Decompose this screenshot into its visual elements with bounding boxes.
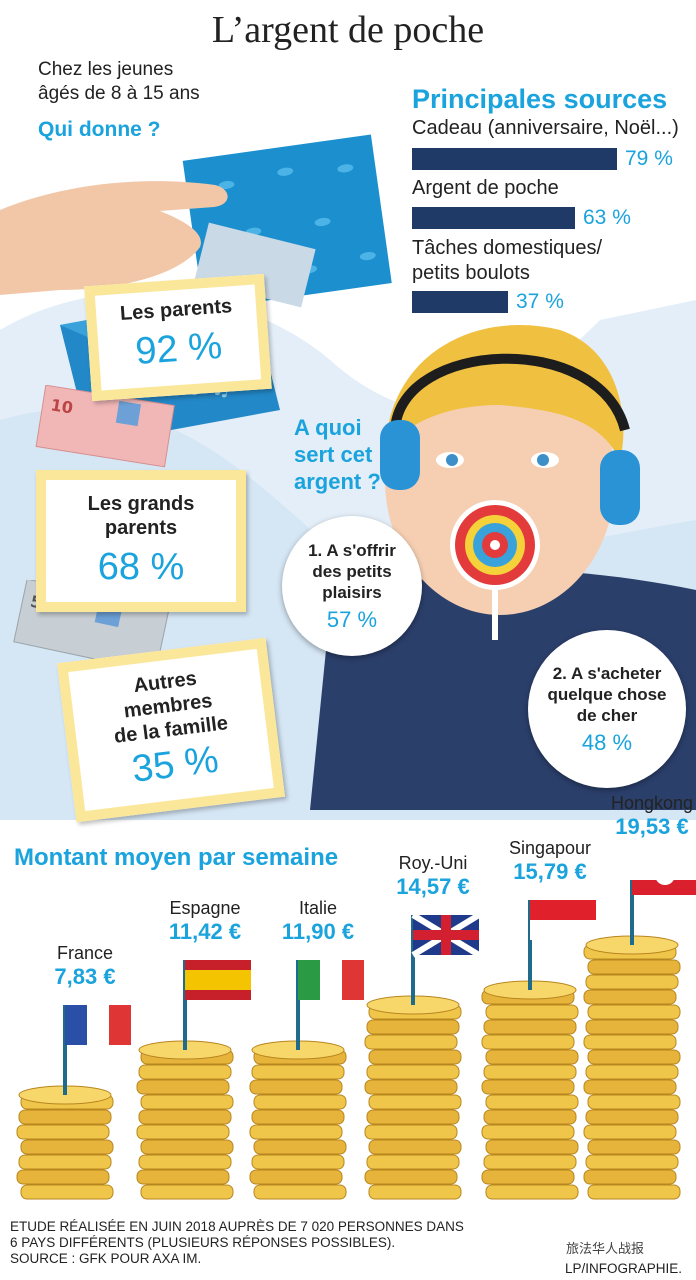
source-label-line: petits boulots: [412, 262, 530, 284]
usage-label: des petits: [312, 561, 392, 581]
usage-question-line: A quoi: [294, 415, 362, 440]
intro-text: Chez les jeunes âgés de 8 à 15 ans: [38, 58, 200, 106]
country-value: 7,83 €: [54, 964, 116, 989]
usage-pct: 57 %: [326, 606, 378, 632]
chart-title: Montant moyen par semaine: [14, 844, 339, 871]
country-label: Hongkong 19,53 €: [592, 793, 696, 840]
qui-donne-heading: Qui donne ?: [38, 118, 161, 141]
giver-label: parents: [104, 517, 178, 539]
footer-note: ETUDE RÉALISÉE EN JUIN 2018 AUPRÈS DE 7 …: [10, 1219, 464, 1267]
usage-question-line: argent ?: [294, 469, 381, 494]
country-label: Roy.-Uni 14,57 €: [373, 853, 493, 900]
country-name: Espagne: [169, 898, 241, 918]
coin-stack: [16, 1005, 131, 1200]
intro-line: Chez les jeunes: [38, 59, 174, 80]
country-value: 19,53 €: [615, 814, 689, 839]
footer-line: ETUDE RÉALISÉE EN JUIN 2018 AUPRÈS DE 7 …: [10, 1219, 464, 1234]
country-value: 14,57 €: [396, 874, 470, 899]
country-name: Roy.-Uni: [398, 853, 468, 873]
usage-question-line: sert cet: [294, 442, 373, 467]
credit: LP/INFOGRAPHIE.: [565, 1261, 683, 1276]
country-name: France: [56, 943, 114, 963]
country-value: 15,79 €: [513, 859, 587, 884]
usage-bubble-cher: 2. A s'acheter quelque chose de cher 48 …: [528, 630, 686, 788]
usage-label: de cher: [576, 705, 638, 725]
giver-pct: 68 %: [97, 546, 185, 588]
source-value: 37 %: [516, 290, 564, 313]
coin-stack: [136, 960, 251, 1200]
country-label: Italie 11,90 €: [258, 898, 378, 945]
country-label: France 7,83 €: [25, 943, 145, 990]
coin-stack: [364, 912, 481, 1200]
usage-label: 2. A s'acheter: [552, 663, 662, 683]
usage-label: plaisirs: [322, 582, 382, 602]
sources-title: Principales sources: [412, 84, 668, 114]
footer-line: SOURCE : GFK POUR AXA IM.: [10, 1251, 202, 1266]
country-name: Hongkong: [610, 793, 694, 813]
source-label: Tâches domestiques/ petits boulots: [412, 236, 602, 286]
giver-card-grands-parents: Les grands parents 68 %: [36, 470, 246, 612]
coin-stack: [481, 900, 596, 1200]
giver-label: Les parents: [119, 295, 233, 325]
source-value: 63 %: [583, 206, 631, 229]
source-bar: [412, 148, 617, 170]
source-bar: [412, 207, 575, 229]
giver-card-autres: Autres membres de la famille 35 %: [57, 637, 285, 823]
euro-banknote-10: 10: [35, 385, 175, 468]
source-label: Cadeau (anniversaire, Noël...): [412, 117, 679, 139]
coin-stack-chart: [16, 880, 696, 1200]
usage-question: A quoi sert cet argent ?: [294, 414, 381, 495]
footer-line: 6 PAYS DIFFÉRENTS (PLUSIEURS RÉPONSES PO…: [10, 1235, 396, 1250]
intro-line: âgés de 8 à 15 ans: [38, 83, 200, 104]
usage-pct: 48 %: [581, 729, 633, 755]
country-label: Singapour 15,79 €: [490, 838, 610, 885]
giver-card-parents: Les parents 92 %: [84, 273, 272, 402]
country-value: 11,42 €: [168, 919, 242, 944]
giver-label: Les grands: [87, 493, 195, 515]
watermark: 旅法华人战报: [566, 1241, 645, 1256]
country-name: Singapour: [508, 838, 592, 858]
usage-bubble-plaisirs: 1. A s'offrir des petits plaisirs 57 %: [282, 516, 422, 656]
source-label-line: Tâches domestiques/: [412, 237, 603, 259]
giver-pct: 92 %: [134, 325, 224, 373]
country-name: Italie: [298, 898, 338, 918]
country-value: 11,90 €: [281, 919, 355, 944]
usage-label: quelque chose: [547, 684, 667, 704]
source-bar: [412, 291, 508, 313]
coin-stack: [583, 880, 696, 1200]
page-title: L’argent de poche: [211, 9, 485, 51]
source-label: Argent de poche: [412, 177, 559, 199]
usage-label: 1. A s'offrir: [308, 540, 396, 560]
svg-text:10: 10: [49, 395, 74, 417]
country-label: Espagne 11,42 €: [145, 898, 265, 945]
source-value: 79 %: [625, 147, 673, 170]
coin-stack: [249, 960, 364, 1200]
